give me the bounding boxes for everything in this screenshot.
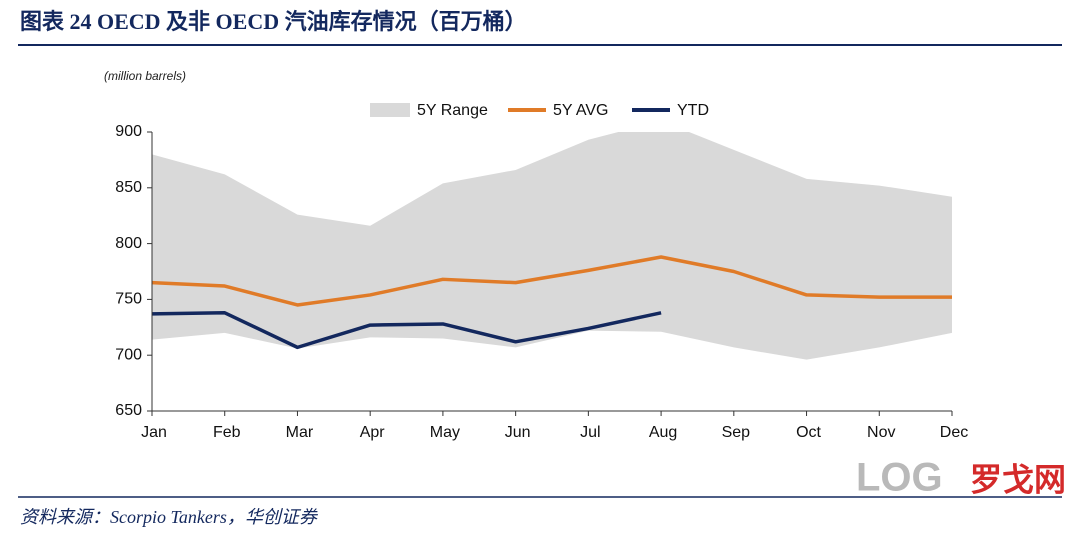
x-tick-label: Feb <box>213 424 241 441</box>
title: 图表 24 OECD 及非 OECD 汽油库存情况（百万桶） <box>20 9 527 34</box>
logo: LOG <box>856 456 943 500</box>
logo-cn: 罗戈网 <box>970 461 1066 497</box>
x-tick-label: Jan <box>141 424 167 441</box>
legend-swatch <box>370 103 410 117</box>
x-tick-label: Sep <box>722 424 751 441</box>
x-tick-label: Dec <box>940 424 968 441</box>
series-line <box>151 311 662 350</box>
x-tick-label: Jul <box>580 424 600 441</box>
x-tick-label: Apr <box>360 424 386 441</box>
x-tick-label: May <box>430 424 460 441</box>
y-tick-label: 850 <box>115 179 142 196</box>
source: 资料来源：Scorpio Tankers，华创证券 <box>20 507 319 527</box>
x-tick-label: Jun <box>505 424 531 441</box>
y-tick-label: 750 <box>115 291 142 308</box>
x-tick-label: Nov <box>867 424 895 441</box>
x-tick-label: Mar <box>286 424 314 441</box>
legend-label: 5Y AVG <box>553 102 608 119</box>
y-tick-label: 650 <box>115 402 142 419</box>
legend-label: 5Y Range <box>417 102 488 119</box>
range-area <box>152 132 952 360</box>
y-tick-label: 900 <box>115 123 142 140</box>
series-line <box>151 255 952 307</box>
x-tick-label: Oct <box>796 424 821 441</box>
unit-label: (million barrels) <box>104 69 186 83</box>
y-tick-label: 800 <box>115 235 142 252</box>
legend-label: YTD <box>677 102 709 119</box>
x-tick-label: Aug <box>649 424 677 441</box>
y-tick-label: 700 <box>115 346 142 363</box>
